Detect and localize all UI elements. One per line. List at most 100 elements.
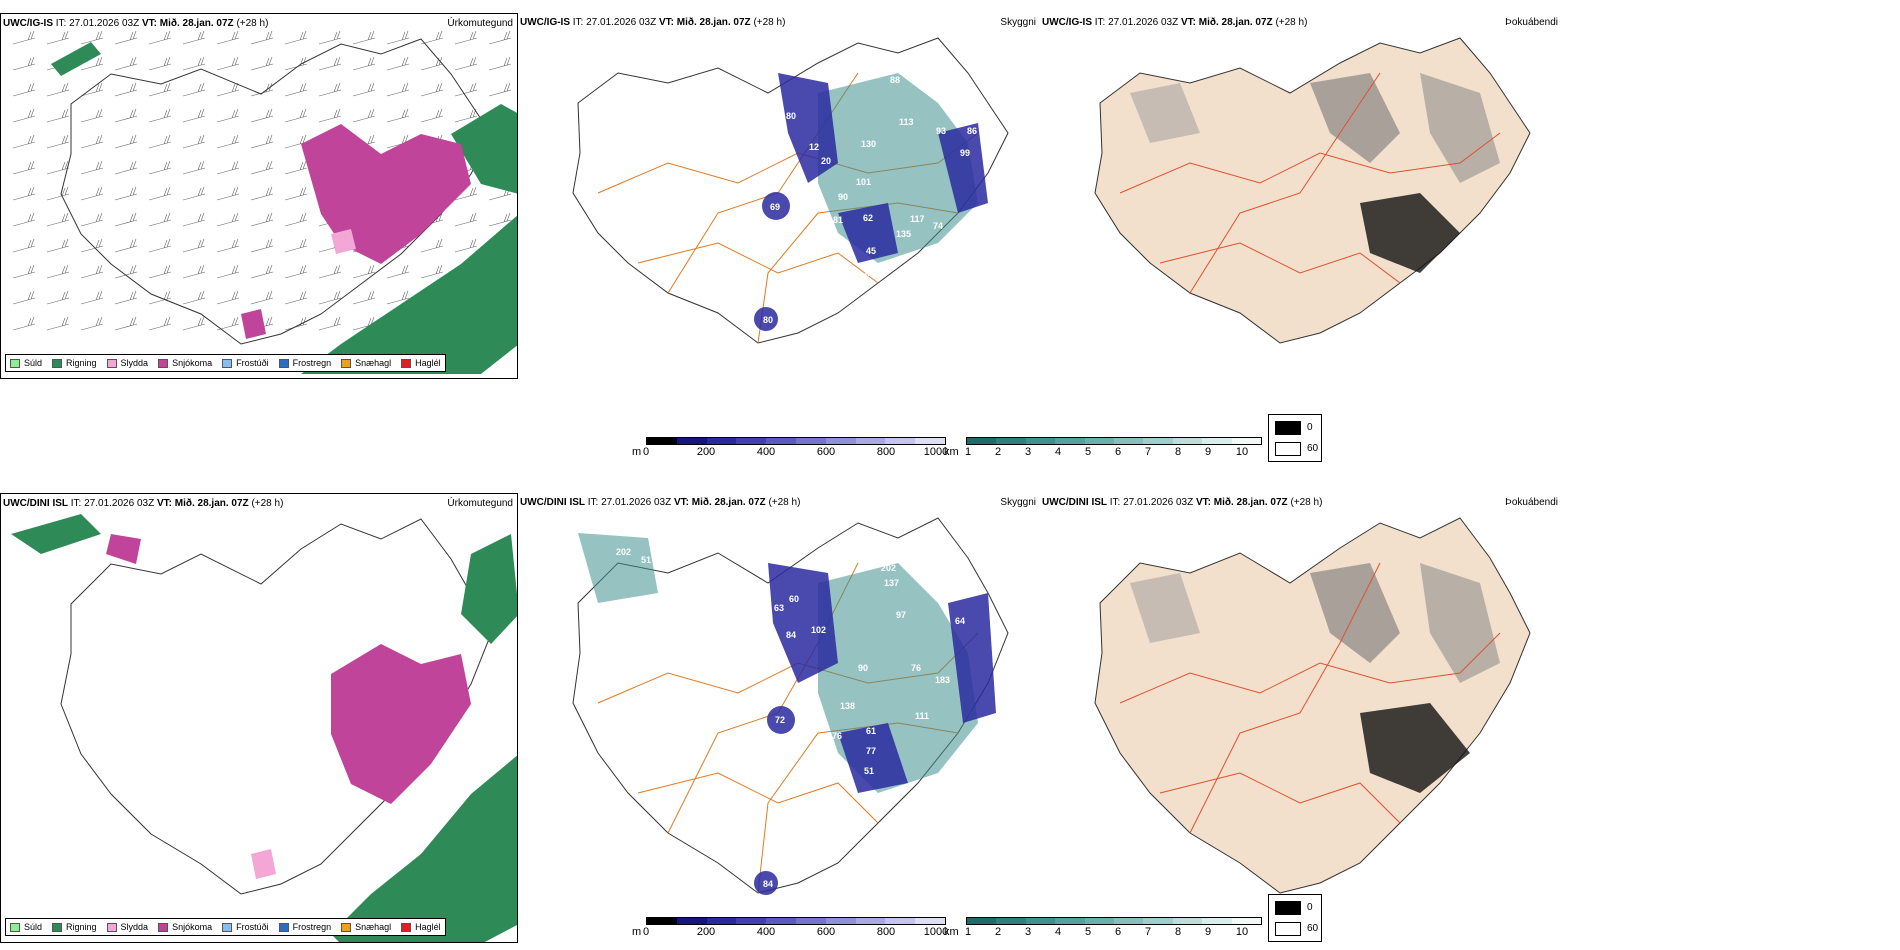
- fog-legend-swatch: [1275, 922, 1301, 936]
- wind-barb: [182, 160, 206, 175]
- vis-label: 97: [896, 610, 906, 620]
- legend-item-rigning: Rigning: [52, 922, 97, 932]
- wind-barb: [182, 186, 206, 201]
- precip-sleet-area: [251, 849, 276, 879]
- legend-item-hagl: Haglél: [401, 922, 441, 932]
- wind-barb: [250, 290, 274, 305]
- wind-barb: [318, 108, 342, 123]
- wind-barb: [114, 108, 138, 123]
- elevation-tick: 400: [756, 926, 776, 938]
- legend-item-rigning: Rigning: [52, 358, 97, 368]
- visibility-tick: 1: [964, 926, 972, 938]
- elevation-low-vis-area: [948, 593, 996, 723]
- elevation-tick: 1000: [923, 446, 949, 458]
- wind-barb: [148, 108, 172, 123]
- lead-time: (+28 h): [1290, 497, 1323, 508]
- legend-swatch: [278, 358, 289, 368]
- visibility-map-row0: 91 80 12 20 88 69 90 101 130 93 113 81 6…: [572, 37, 1009, 344]
- vis-label: 20: [821, 156, 831, 166]
- wind-barb: [80, 160, 104, 175]
- wind-barb: [80, 82, 104, 97]
- lead-time: (+28 h): [251, 498, 284, 509]
- fog-legend-row1: 0 60: [1268, 894, 1322, 942]
- legend-swatch: [10, 922, 20, 932]
- legend-item-frostudi: Frostúði: [222, 922, 269, 932]
- vis-label: 72: [775, 715, 785, 725]
- wind-barb: [284, 290, 308, 305]
- wind-barb: [12, 290, 36, 305]
- wind-barb: [216, 290, 240, 305]
- visibility-tick: 2: [994, 446, 1002, 458]
- wind-barb: [80, 238, 104, 253]
- wind-barb: [46, 134, 70, 149]
- init-time: 27.01.2026 03Z: [586, 17, 657, 28]
- visibility-tick: 3: [1024, 926, 1032, 938]
- visibility-tick: 7: [1144, 446, 1152, 458]
- fog-mid-area: [1130, 83, 1200, 143]
- wind-barb: [12, 108, 36, 123]
- lead-time: (+28 h): [236, 18, 269, 29]
- init-time: 27.01.2026 03Z: [69, 18, 140, 29]
- wind-barb: [352, 56, 376, 71]
- wind-barb: [352, 108, 376, 123]
- elevation-unit: m: [632, 446, 642, 458]
- elevation-low-vis-area: [767, 706, 795, 734]
- wind-barb: [12, 316, 36, 331]
- vis-label: 93: [936, 126, 946, 136]
- precip-rain-area: [11, 514, 101, 554]
- wind-barb: [454, 108, 478, 123]
- visibility-tick: 9: [1204, 446, 1212, 458]
- wind-barb: [454, 56, 478, 71]
- model-name: UWC/IG-IS: [1042, 17, 1092, 28]
- model-name: UWC/DINI ISL: [3, 498, 68, 509]
- wind-barb: [250, 56, 274, 71]
- wind-barb: [250, 264, 274, 279]
- elevation-tick: 600: [816, 446, 836, 458]
- legend-label: Haglél: [415, 358, 441, 368]
- legend-item-frostudi: Frostúði: [222, 358, 269, 368]
- wind-barb: [114, 160, 138, 175]
- vt-label: VT:: [1180, 17, 1196, 28]
- elevation-tick: 800: [876, 446, 896, 458]
- wind-barb: [182, 30, 206, 45]
- model-name: UWC/DINI ISL: [520, 497, 585, 508]
- wind-barb: [182, 264, 206, 279]
- legend-item-snjokoma: Snjókoma: [158, 922, 212, 932]
- legend-label: Frostúði: [236, 358, 269, 368]
- elevation-low-vis-area: [762, 192, 790, 220]
- wind-barb: [46, 290, 70, 305]
- wind-barb: [386, 108, 410, 123]
- lead-time: (+28 h): [768, 497, 801, 508]
- it-label: IT:: [70, 498, 82, 509]
- legend-swatch: [106, 922, 117, 932]
- wind-barb: [420, 30, 444, 45]
- vis-label: 86: [795, 701, 805, 711]
- legend-item-snaehagl: Snæhagl: [341, 922, 391, 932]
- wind-barb: [148, 56, 172, 71]
- vis-label: 90: [838, 192, 848, 202]
- legend-label: Slydda: [120, 922, 149, 932]
- wind-barb: [488, 56, 512, 71]
- vis-label: 62: [863, 213, 873, 223]
- vis-label: 48: [865, 268, 875, 278]
- wind-barb: [250, 212, 274, 227]
- wind-barb: [12, 186, 36, 201]
- vis-label: 91: [773, 122, 783, 132]
- wind-barb: [182, 108, 206, 123]
- visibility-tick: 2: [994, 926, 1002, 938]
- precip-snow-area: [241, 309, 266, 339]
- wind-barb: [182, 56, 206, 71]
- precip-type-panel-row1: UWC/DINI ISL IT: 27.01.2026 03Z VT: Mið.…: [0, 493, 518, 943]
- vt-label: VT:: [658, 17, 674, 28]
- wind-barb: [114, 30, 138, 45]
- wind-barb: [80, 30, 104, 45]
- vis-label: 64: [955, 616, 965, 626]
- wind-barb: [216, 212, 240, 227]
- panel-title: Þokuábendi: [1505, 17, 1558, 28]
- precip-type-panel-row0: UWC/IG-IS IT: 27.01.2026 03Z VT: Mið. 28…: [0, 13, 518, 379]
- wind-barb: [318, 316, 342, 331]
- wind-barb: [250, 134, 274, 149]
- wind-barb: [386, 82, 410, 97]
- legend-label: Snæhagl: [355, 358, 392, 368]
- wind-barb: [284, 108, 308, 123]
